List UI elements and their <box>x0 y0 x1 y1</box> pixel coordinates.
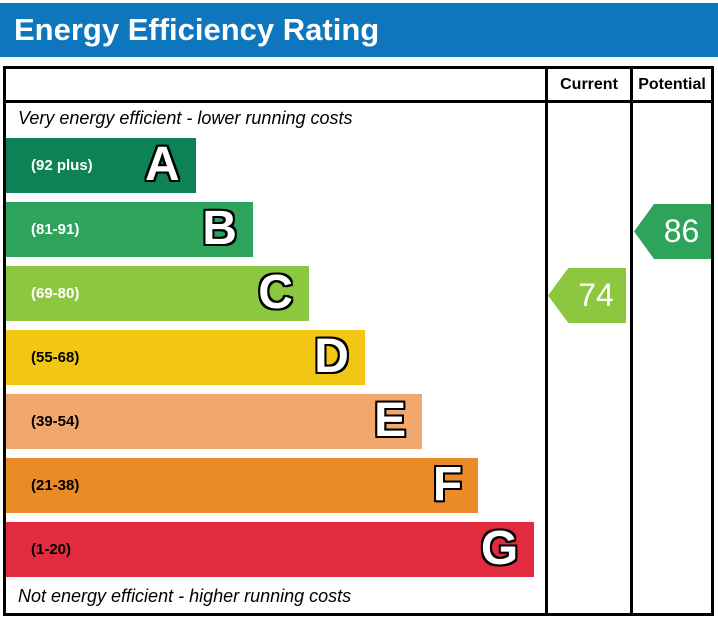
bottom-caption: Not energy efficient - higher running co… <box>18 586 352 606</box>
band-letter: E <box>374 393 407 447</box>
current-column-header: Current <box>560 75 618 93</box>
potential-column-divider <box>630 69 633 613</box>
band-letter: F <box>432 457 463 511</box>
band-letter: A <box>145 137 180 191</box>
title-bar: Energy Efficiency Rating <box>0 3 718 57</box>
band-bar-C: (69-80) C <box>6 266 309 321</box>
top-caption: Very energy efficient - lower running co… <box>18 108 353 128</box>
current-rating-value: 74 <box>578 277 614 313</box>
band-letter: B <box>202 201 237 255</box>
band-bar-G: (1-20) G <box>6 521 535 577</box>
band-range-label: (81-91) <box>31 221 80 238</box>
potential-rating-value: 86 <box>663 213 700 249</box>
epc-rating-table: Current Potential Very energy efficient … <box>3 66 714 616</box>
band-range-label: (92 plus) <box>31 157 93 174</box>
potential-rating-arrow: 86 <box>634 204 711 259</box>
band-bar-B: (81-91) B <box>6 202 253 257</box>
band-bar-E: (39-54) E <box>6 393 423 449</box>
band-range-label: (55-68) <box>31 349 80 366</box>
band-letter: D <box>314 329 349 383</box>
band-range-label: (39-54) <box>31 413 80 430</box>
band-range-label: (21-38) <box>31 477 80 494</box>
band-range-label: (1-20) <box>31 541 72 558</box>
potential-column-header: Potential <box>638 75 706 93</box>
band-range-label: (69-80) <box>31 285 80 302</box>
current-column-divider <box>545 69 548 613</box>
rating-bands: (92 plus) A (81-91) B (69-80) C (55-68) … <box>6 138 545 586</box>
band-bar-A: (92 plus) A <box>6 138 196 193</box>
band-letter: C <box>258 265 293 319</box>
page-title: Energy Efficiency Rating <box>14 12 380 47</box>
current-rating-arrow: 74 <box>548 268 626 323</box>
table-header-row <box>6 69 711 103</box>
band-bar-F: (21-38) F <box>6 457 479 513</box>
band-bar-D: (55-68) D <box>6 330 365 385</box>
band-letter: G <box>480 521 519 575</box>
